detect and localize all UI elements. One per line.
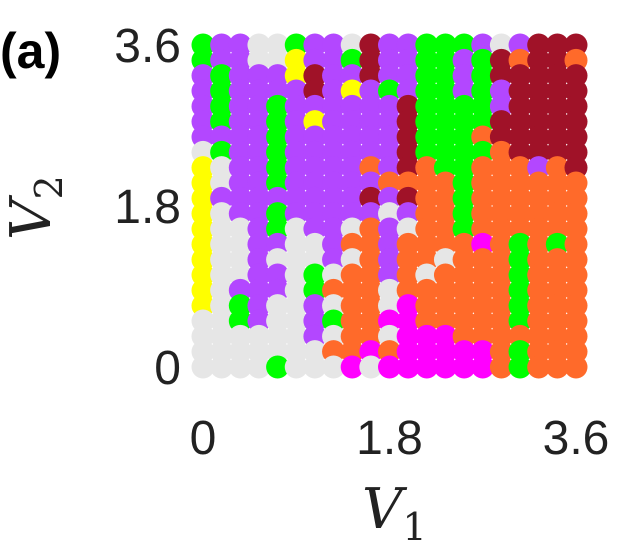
data-point	[396, 355, 420, 379]
x-tick-label: 3.6	[543, 412, 610, 465]
data-point	[378, 355, 401, 379]
y-tick-labels: 0 1.8 3.6	[114, 20, 181, 395]
data-point	[508, 355, 532, 379]
data-point	[433, 355, 457, 379]
data-point	[527, 355, 551, 379]
y-axis-label-main: V	[0, 194, 64, 240]
x-axis-label-main: V	[362, 477, 408, 542]
data-point	[266, 355, 290, 379]
panel-label: (a)	[0, 23, 61, 79]
data-point	[564, 355, 588, 379]
data-point	[322, 355, 346, 379]
data-point	[359, 355, 383, 379]
data-point	[228, 355, 252, 379]
data-point	[471, 355, 495, 379]
data-point	[452, 355, 476, 379]
data-point	[247, 355, 271, 379]
data-point	[489, 355, 513, 379]
data-points	[191, 33, 588, 379]
data-point	[415, 355, 439, 379]
x-tick-label: 0	[190, 412, 217, 465]
data-point	[303, 355, 327, 379]
y-tick-label: 3.6	[114, 20, 181, 73]
x-tick-labels: 0 1.8 3.6	[190, 412, 610, 465]
y-axis-label: V2	[0, 175, 71, 240]
data-point	[340, 355, 364, 379]
y-tick-label: 1.8	[114, 181, 181, 234]
x-tick-label: 1.8	[356, 412, 423, 465]
data-point	[284, 355, 308, 379]
y-axis-label-sub: 2	[27, 175, 71, 199]
data-point	[210, 355, 234, 379]
x-axis-label-sub: 1	[402, 505, 426, 549]
y-tick-label: 0	[154, 342, 181, 395]
x-axis-label: V1	[362, 477, 427, 549]
data-point	[191, 355, 215, 379]
data-point	[545, 355, 569, 379]
